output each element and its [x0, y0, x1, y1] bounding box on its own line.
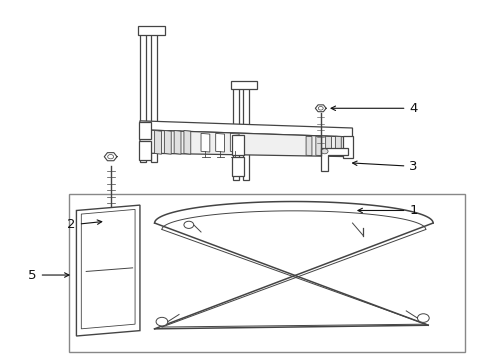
Polygon shape [140, 121, 352, 137]
Polygon shape [201, 134, 210, 152]
Bar [232, 157, 244, 176]
Polygon shape [164, 131, 171, 154]
Circle shape [184, 221, 194, 228]
Polygon shape [316, 136, 322, 156]
Bar [139, 122, 151, 139]
Polygon shape [335, 136, 341, 156]
Polygon shape [104, 153, 117, 161]
Bar [139, 140, 151, 160]
Circle shape [417, 314, 429, 322]
Circle shape [108, 154, 114, 159]
Bar [232, 135, 244, 155]
Polygon shape [155, 131, 161, 154]
Polygon shape [174, 131, 181, 154]
Polygon shape [316, 105, 326, 112]
Bar [231, 81, 257, 89]
Bar [139, 26, 165, 35]
Bar [243, 87, 249, 180]
Bar [140, 33, 147, 162]
Text: 5: 5 [28, 269, 69, 282]
Polygon shape [321, 148, 347, 171]
Polygon shape [326, 136, 331, 156]
Bar [233, 87, 239, 180]
Circle shape [318, 107, 323, 110]
Polygon shape [306, 136, 312, 156]
Text: 2: 2 [67, 218, 102, 231]
Circle shape [156, 318, 168, 326]
Text: 4: 4 [331, 102, 418, 115]
Polygon shape [230, 134, 239, 152]
Bar [151, 33, 157, 162]
Circle shape [321, 149, 328, 154]
Polygon shape [81, 210, 135, 329]
Bar [69, 194, 465, 352]
Text: 3: 3 [353, 160, 418, 173]
Bar [343, 136, 353, 158]
Polygon shape [216, 134, 224, 152]
Polygon shape [76, 205, 140, 336]
Polygon shape [140, 130, 352, 157]
Text: 1: 1 [358, 204, 418, 217]
Polygon shape [184, 131, 191, 154]
